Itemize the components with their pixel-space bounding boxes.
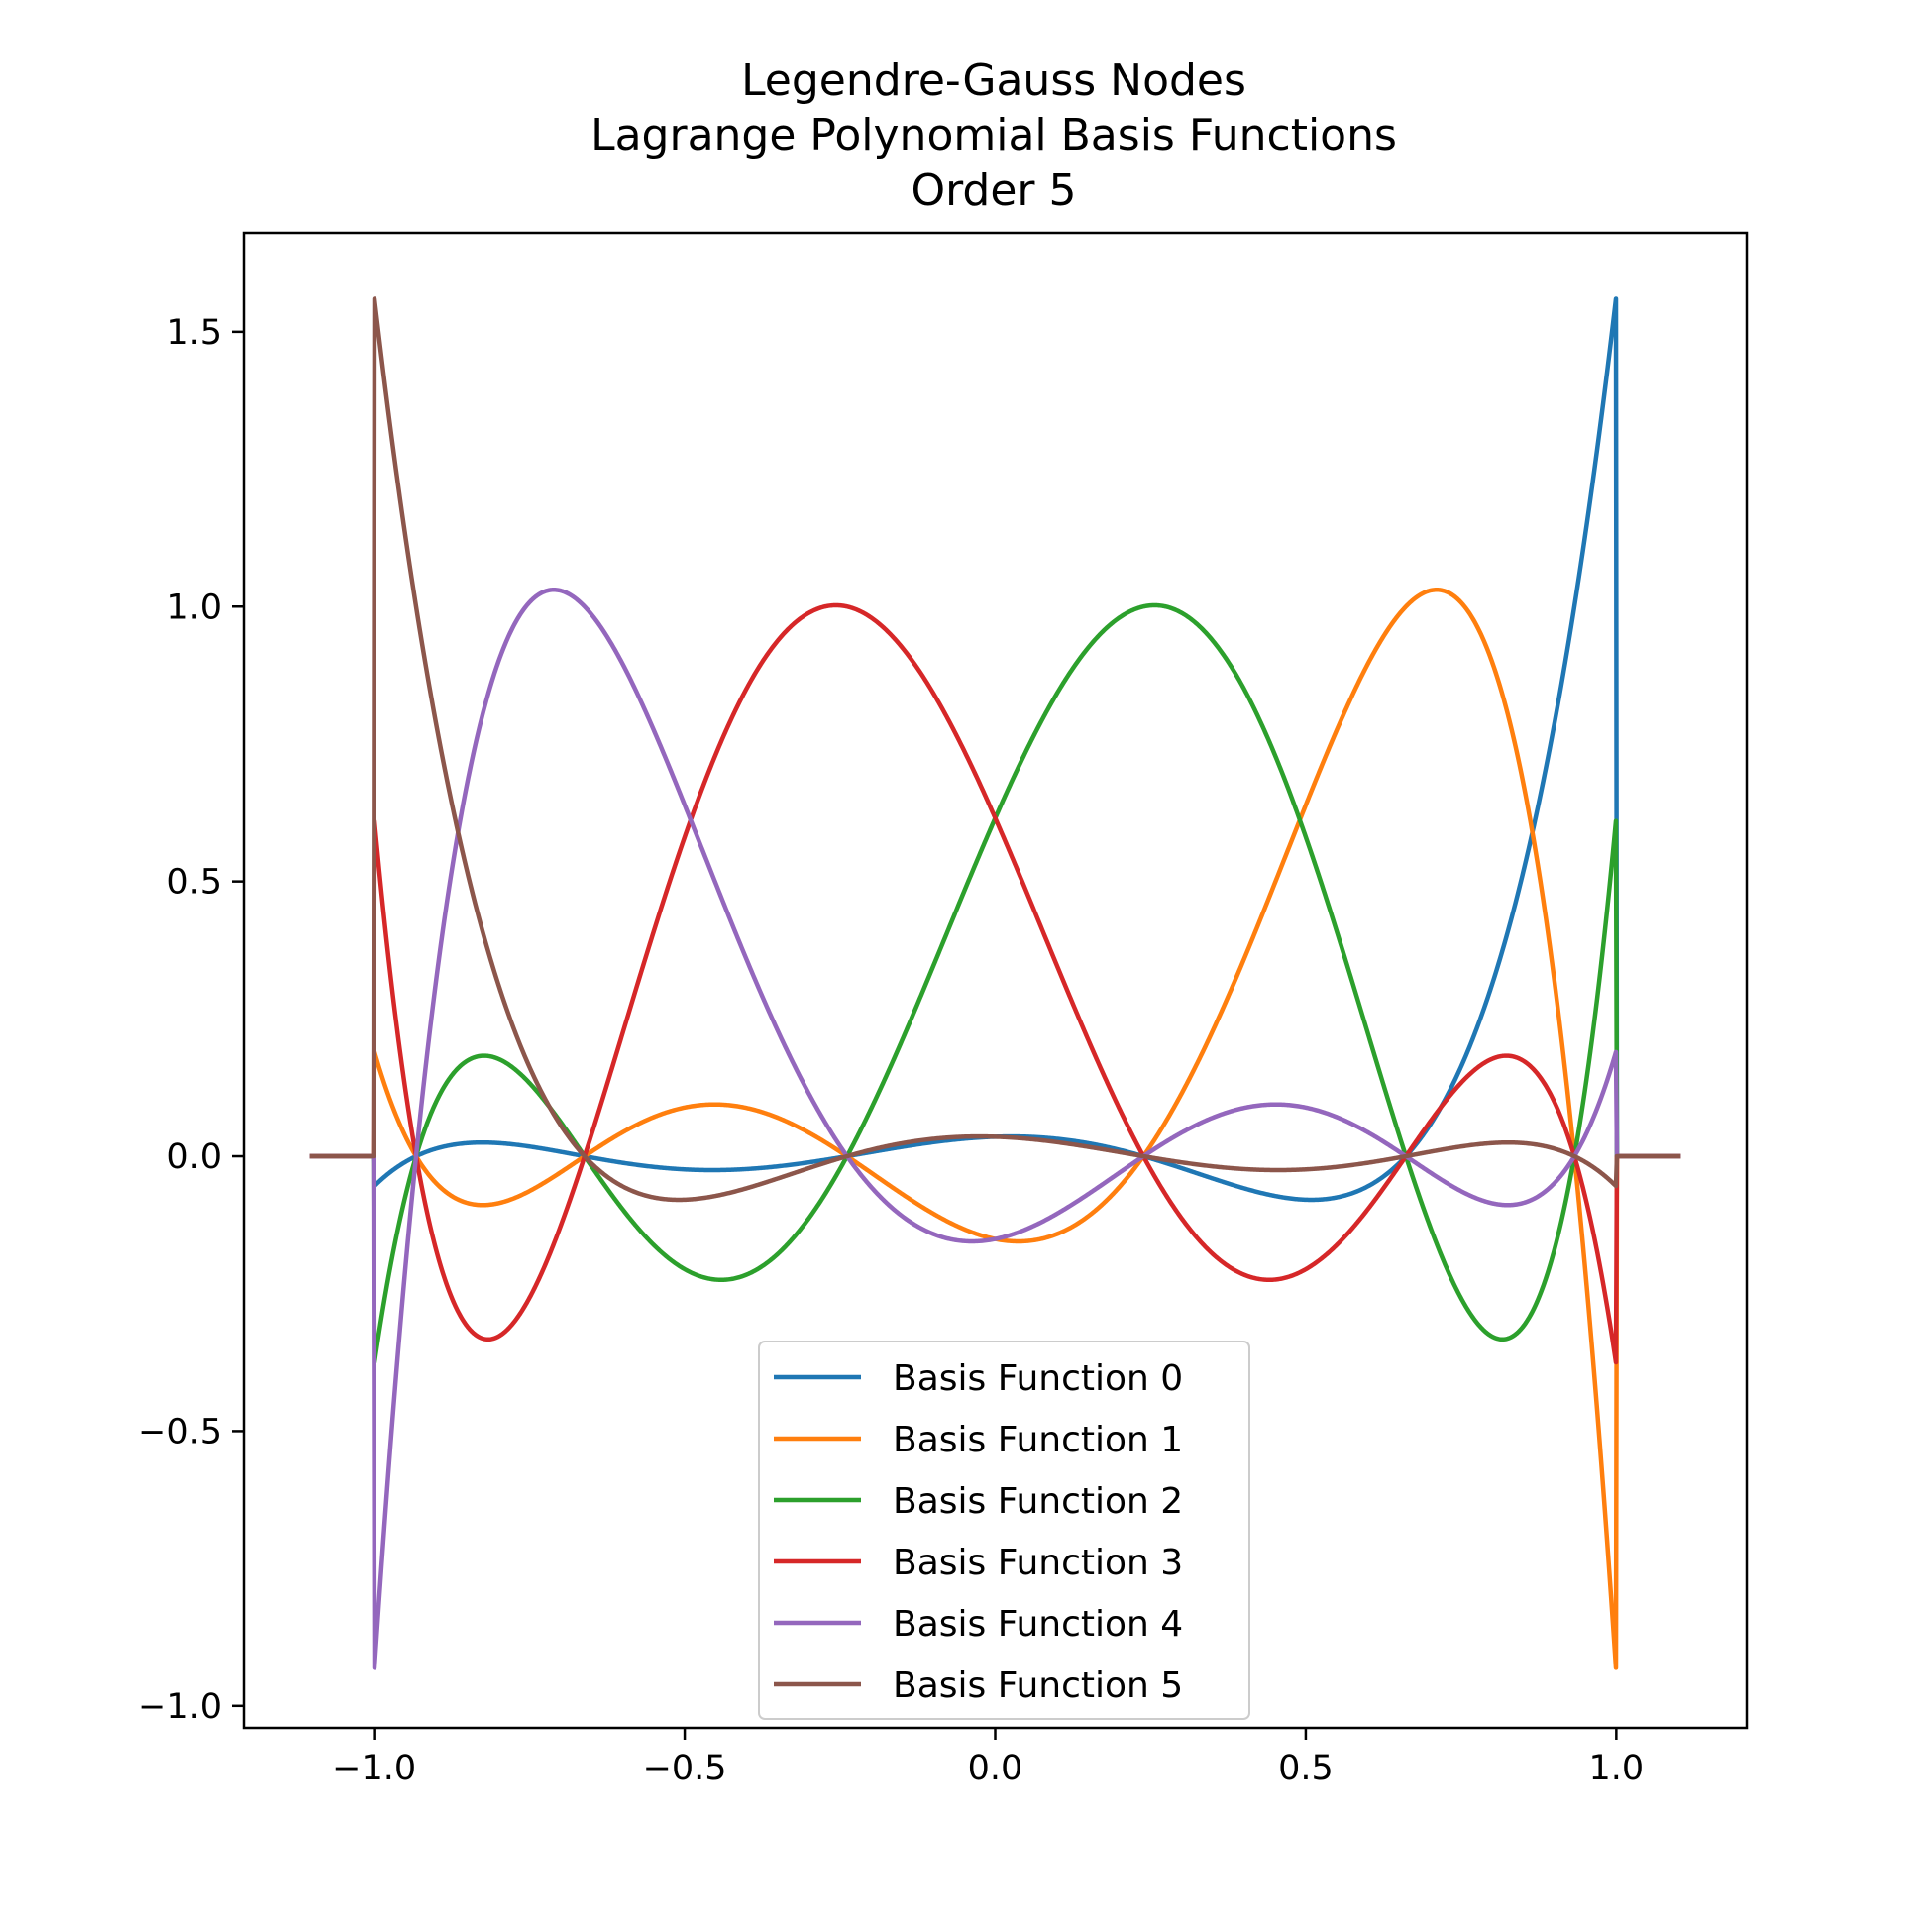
legend-box <box>758 1341 1250 1720</box>
series-line-3 <box>309 602 1681 1365</box>
series-line-5 <box>309 296 1681 1203</box>
y-tick-label-1: −0.5 <box>138 1412 222 1451</box>
y-tick-label-4: 1.0 <box>166 588 222 627</box>
x-tick-label-3: 0.5 <box>1278 1749 1334 1788</box>
legend-label-0: Basis Function 0 <box>893 1358 1183 1399</box>
x-tick-label-2: 0.0 <box>968 1749 1023 1788</box>
legend-label-5: Basis Function 5 <box>893 1665 1183 1706</box>
y-tick-label-2: 0.0 <box>166 1137 222 1177</box>
legend-label-1: Basis Function 1 <box>893 1420 1183 1460</box>
x-tick-label-1: −0.5 <box>643 1749 727 1788</box>
series-line-4 <box>309 588 1681 1670</box>
x-axis: −1.0 −0.5 0.0 0.5 1.0 <box>332 1728 1644 1788</box>
title-line-2: Lagrange Polynomial Basis Functions <box>590 110 1397 161</box>
series-line-0 <box>309 296 1681 1203</box>
chart-title: Legendre-Gauss Nodes Lagrange Polynomial… <box>590 55 1397 216</box>
title-line-3: Order 5 <box>911 165 1076 216</box>
legend-label-4: Basis Function 4 <box>893 1604 1183 1645</box>
y-tick-label-0: −1.0 <box>138 1687 222 1727</box>
title-line-1: Legendre-Gauss Nodes <box>741 55 1246 106</box>
legend-label-2: Basis Function 2 <box>893 1481 1183 1522</box>
x-tick-label-0: −1.0 <box>332 1749 416 1788</box>
series-layer <box>309 296 1681 1670</box>
series-line-2 <box>309 602 1681 1365</box>
x-tick-label-4: 1.0 <box>1589 1749 1645 1788</box>
legend-label-3: Basis Function 3 <box>893 1543 1183 1583</box>
y-tick-label-3: 0.5 <box>166 863 222 903</box>
y-axis: −1.0 −0.5 0.0 0.5 1.0 1.5 <box>138 313 244 1727</box>
legend: Basis Function 0 Basis Function 1 Basis Fu… <box>758 1341 1250 1720</box>
y-tick-label-5: 1.5 <box>166 313 222 353</box>
